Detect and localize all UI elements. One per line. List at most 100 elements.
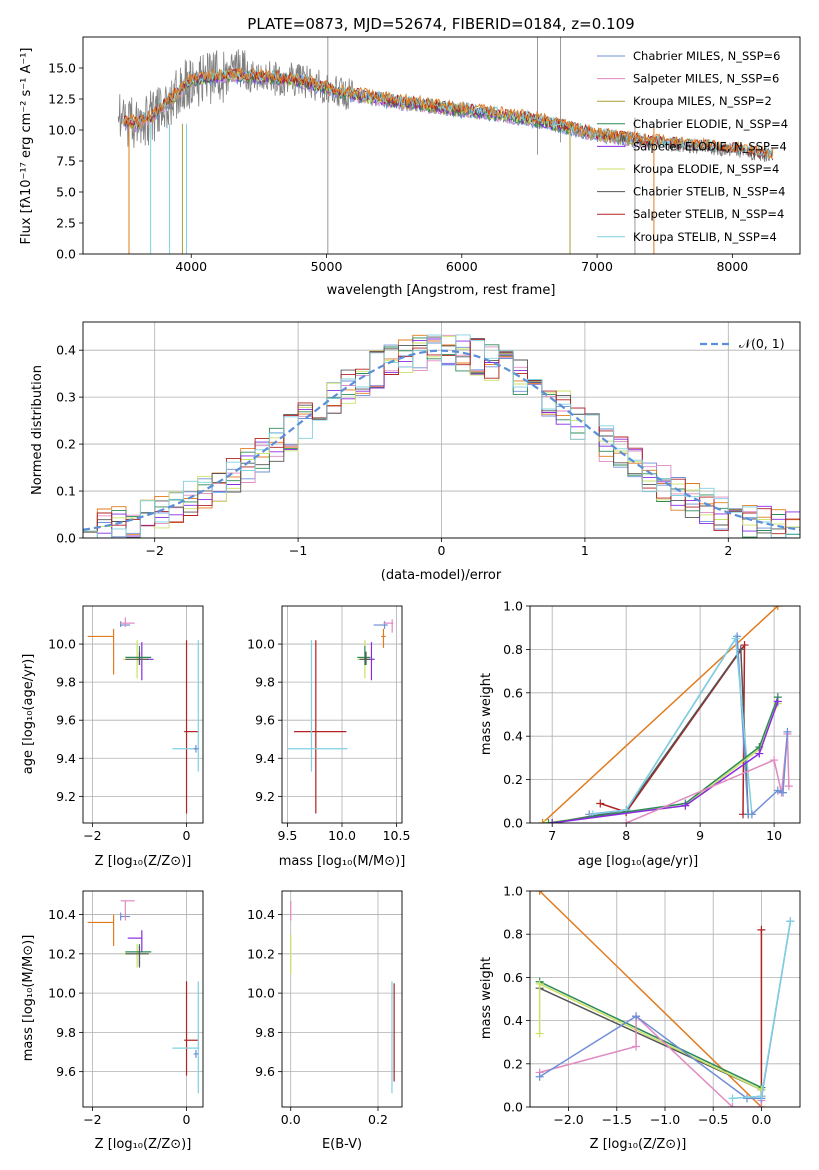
y-tick-label: 10.2: [48, 946, 76, 961]
weight-vs-age-plot-area: 7 8 9 10 0.0 0.2 0.4 0.6 0.8 1.0: [503, 599, 801, 843]
errorbar-point: [294, 640, 347, 814]
errorbar-point: [125, 944, 152, 966]
weight-point: [535, 1072, 544, 1081]
weight-line-orange: [539, 891, 762, 1107]
weight-point: [742, 1094, 751, 1103]
y-tick-label: 10.0: [48, 123, 76, 138]
y-tick-label: 10.0: [247, 986, 275, 1001]
y-tick-label: 12.5: [48, 92, 76, 107]
y-tick-label: 0.0: [503, 1100, 523, 1115]
age-vs-z-plot-area: −2 0 9.2 9.4 9.6 9.8 10.0: [48, 605, 204, 843]
errorbar-point: [193, 744, 199, 753]
weight-point: [783, 727, 792, 736]
errorbar-point: [287, 640, 348, 772]
x-tick-label: 10.5: [383, 828, 411, 843]
axes-frame: [82, 890, 204, 1108]
x-tick-label: −2: [83, 828, 101, 843]
y-tick-label: 0.0: [56, 247, 76, 262]
weight-line-kroupa-stelib: [592, 636, 753, 816]
legend-entry: Salpeter MILES, N_SSP=6: [633, 72, 779, 86]
y-tick-label: 0.0: [56, 531, 76, 546]
y-tick-label: 9.2: [56, 789, 76, 804]
weight-point: [622, 819, 631, 823]
y-tick-label: 9.6: [255, 1064, 275, 1079]
age_vs_mass-grid: [282, 606, 402, 823]
spectrum-plot-area: 4000 5000 6000 7000 8000 0.0 2.5 5.0 7.5 10.0 12.5…: [48, 36, 801, 274]
y-tick-label: 9.8: [255, 675, 275, 690]
weight-point: [757, 1092, 766, 1101]
x-tick-label: 0: [183, 1112, 191, 1127]
weight-line-chabrier-elodie: [548, 696, 779, 823]
mass_vs_z-grid: [83, 891, 203, 1107]
mass-vs-ebv-xlabel: E(B-V): [322, 1137, 362, 1152]
weight-point: [778, 788, 787, 797]
y-tick-label: 1.0: [503, 884, 523, 899]
spectrum-legend: Chabrier MILES, N_SSP=6 Salpeter MILES, N…: [597, 49, 788, 244]
legend-entry: 𝒩(0, 1): [739, 336, 785, 351]
y-tick-label: 15.0: [48, 61, 76, 76]
x-tick-label: −0.5: [698, 1112, 728, 1127]
x-tick-label: −1.0: [650, 1112, 680, 1127]
x-tick-label: −2: [83, 1112, 101, 1127]
legend-entry: Kroupa MILES, N_SSP=2: [633, 94, 772, 108]
weight-vs-z-plot-area: −2.0 −1.5 −1.0 −0.5 0.0 0.0 0.2 0.4 0.6 0.8 1.0: [503, 884, 801, 1127]
mass_vs_ebv-grid: [282, 891, 402, 1107]
y-tick-label: 10.4: [48, 907, 76, 922]
x-tick-label: 0.0: [751, 1112, 771, 1127]
weight-point: [632, 1042, 641, 1051]
age-vs-mass-xlabel: mass [log₁₀(M/M⊙)]: [279, 854, 406, 869]
weight-point: [773, 786, 782, 795]
weight-point: [535, 1029, 544, 1038]
weight-point: [548, 819, 557, 823]
axes-frame: [82, 36, 801, 255]
histogram-kroupa-stelib: [83, 334, 800, 538]
y-tick-label: 0.6: [503, 970, 523, 985]
weight-point: [596, 799, 605, 808]
x-tick-label: 6000: [446, 259, 478, 274]
y-tick-label: 10.0: [247, 637, 275, 652]
weight-vs-z-ylabel: mass weight: [479, 957, 494, 1039]
panel-weight-vs-z: −2.0 −1.5 −1.0 −0.5 0.0 0.0 0.2 0.4 0.6 0.8 1.0 Z …: [479, 884, 801, 1152]
x-tick-label: 10: [766, 828, 782, 843]
weight-point: [731, 634, 740, 643]
age-vs-z-ylabel: age [log₁₀(age/yr)]: [21, 654, 36, 775]
mass-vs-z-ylabel: mass [log₁₀(M/M⊙)]: [21, 935, 36, 1062]
y-tick-label: 9.8: [255, 1025, 275, 1040]
mass_vs_ebv-marks: [290, 900, 395, 1094]
y-tick-label: 0.8: [503, 642, 523, 657]
errorbar-point: [120, 900, 135, 921]
errorbar-point: [373, 621, 388, 629]
panel-mass-vs-z: −2 0 9.6 9.8 10.0 10.2 10.4 Z [log₁₀(Z/Z⊙)] ma…: [21, 890, 204, 1152]
x-tick-label: 4000: [175, 259, 207, 274]
legend-entry: Salpeter STELIB, N_SSP=4: [633, 207, 784, 221]
age_vs_z-marks: [87, 617, 200, 814]
errorbar-point: [172, 981, 200, 1094]
errorbar-point: [127, 930, 143, 952]
y-tick-label: 9.6: [56, 713, 76, 728]
y-tick-label: 2.5: [56, 216, 76, 231]
mass-vs-ebv-plot-area: 0.0 0.2 9.6 9.8 10.0 10.2 10.4: [247, 890, 403, 1127]
weight-point: [535, 979, 544, 988]
errorbar-point: [172, 640, 200, 772]
weight-point: [728, 1094, 737, 1103]
weight-point: [786, 917, 795, 926]
spectrum-marks: [117, 37, 774, 254]
y-tick-label: 0.2: [503, 1056, 523, 1071]
weight-vs-age-ylabel: mass weight: [479, 673, 494, 755]
x-tick-label: 5000: [311, 259, 343, 274]
weight-point: [757, 925, 766, 934]
panel-mass-vs-ebv: 0.0 0.2 9.6 9.8 10.0 10.2 10.4 E(B-V): [247, 890, 403, 1152]
weight-line-salpeter-miles: [539, 1014, 763, 1107]
panel-residuals: −2 −1 0 1 2 0.0 0.1 0.2 0.3 0.4 𝒩(0, 1) (data-mode…: [30, 321, 801, 583]
weight-point: [770, 756, 779, 765]
y-tick-label: 9.8: [56, 1025, 76, 1040]
errorbar-point: [123, 944, 147, 968]
y-tick-label: 10.0: [48, 637, 76, 652]
y-tick-label: 0.3: [56, 390, 76, 405]
legend-entry: Chabrier ELODIE, N_SSP=4: [633, 117, 788, 131]
x-tick-label: 0: [438, 543, 446, 558]
x-tick-label: 2: [724, 543, 732, 558]
legend-entry: Chabrier STELIB, N_SSP=4: [633, 185, 785, 199]
x-tick-label: 1: [581, 543, 589, 558]
